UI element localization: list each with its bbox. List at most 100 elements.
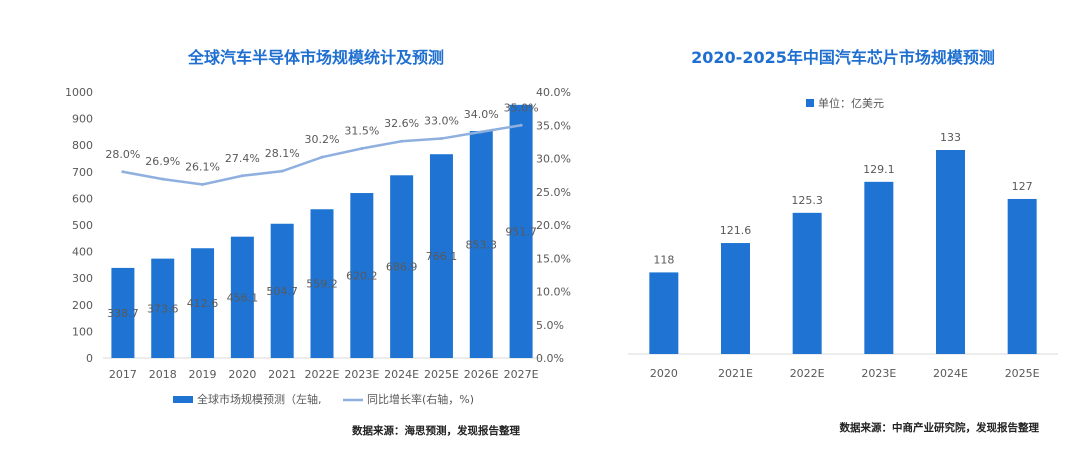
x-tick-label: 2021E xyxy=(718,367,753,380)
left-y-tick-label: 900 xyxy=(72,113,93,126)
bar xyxy=(151,258,175,358)
x-tick-label: 2025E xyxy=(1005,367,1040,380)
x-tick-label: 2017 xyxy=(109,368,137,381)
left-chart: 全球汽车半导体市场规模统计及预测 0 100 200 300 400 500 600 700 8… xyxy=(65,48,571,437)
bar-value-label: 951.7 xyxy=(505,225,537,238)
left-line-layer xyxy=(121,123,523,186)
right-y-tick-label: 30.0% xyxy=(536,153,571,166)
left-y-tick-label: 300 xyxy=(72,272,93,285)
bar xyxy=(310,209,334,358)
x-tick-label: 2022E xyxy=(305,368,340,381)
left-chart-title: 全球汽车半导体市场规模统计及预测 xyxy=(187,48,444,67)
right-legend-label: 单位：亿美元 xyxy=(818,96,884,110)
line-point xyxy=(240,174,244,178)
bar-value-label: 559.2 xyxy=(306,278,338,291)
legend-label-line: 同比增长率(右轴，%) xyxy=(367,392,474,406)
bar-value-label: 620.2 xyxy=(346,270,378,283)
bar-value-label: 373.6 xyxy=(147,302,179,315)
right-source-note: 数据来源：中商产业研究院，发现报告整理 xyxy=(839,421,1040,434)
bar xyxy=(429,154,453,358)
bar-value-label: 125.3 xyxy=(791,194,823,207)
line-point xyxy=(360,147,364,151)
bar xyxy=(936,150,965,354)
left-labels-layer: 2017 338.7 2018 373.6 2019 412.6 2020 456.1 2021… xyxy=(105,101,538,381)
x-tick-label: 2024E xyxy=(384,368,419,381)
legend-swatch-bar xyxy=(173,396,193,403)
left-axis-layer: 0 100 200 300 400 500 600 700 800 900 1000 0.0% 5.0%… xyxy=(65,86,571,365)
bar xyxy=(721,243,750,354)
legend-label-bar: 全球市场规模预测（左轴, xyxy=(197,392,322,406)
line-value-label: 27.4% xyxy=(225,152,260,165)
bar-value-label: 133 xyxy=(940,131,961,144)
right-y-tick-label: 10.0% xyxy=(536,286,571,299)
right-y-tick-label: 20.0% xyxy=(536,219,571,232)
x-tick-label: 2025E xyxy=(424,368,459,381)
bar xyxy=(230,236,254,358)
line-point xyxy=(201,182,205,186)
bar-value-label: 456.1 xyxy=(227,291,259,304)
right-chart: 2020-2025年中国汽车芯片市场规模预测 单位：亿美元 118 2020 121… xyxy=(628,48,1058,434)
bar-value-label: 504.7 xyxy=(266,285,298,298)
line-value-label: 28.1% xyxy=(265,147,300,160)
bar-value-label: 686.9 xyxy=(386,261,418,274)
x-tick-label: 2020 xyxy=(650,367,678,380)
right-y-tick-label: 25.0% xyxy=(536,186,571,199)
right-y-tick-label: 0.0% xyxy=(536,352,564,365)
right-y-tick-label: 5.0% xyxy=(536,319,564,332)
line-point xyxy=(479,130,483,134)
left-y-tick-label: 200 xyxy=(72,299,93,312)
left-y-tick-label: 800 xyxy=(72,139,93,152)
bar xyxy=(191,248,215,358)
bar-value-label: 118 xyxy=(653,253,674,266)
x-tick-label: 2020 xyxy=(228,368,256,381)
left-y-tick-label: 1000 xyxy=(65,86,93,99)
line-value-label: 32.6% xyxy=(384,117,419,130)
x-tick-label: 2019 xyxy=(189,368,217,381)
bar xyxy=(509,104,533,358)
right-bars-layer: 118 2020 121.6 2021E 125.3 2022E 129.1 2023E 133… xyxy=(628,131,1058,380)
left-bars-layer xyxy=(111,104,533,358)
left-y-tick-label: 400 xyxy=(72,246,93,259)
right-y-tick-label: 15.0% xyxy=(536,252,571,265)
x-tick-label: 2023E xyxy=(861,367,896,380)
right-legend-swatch xyxy=(806,99,814,107)
line-value-label: 33.0% xyxy=(424,115,459,128)
right-chart-title: 2020-2025年中国汽车芯片市场规模预测 xyxy=(691,48,995,67)
line-value-label: 31.5% xyxy=(344,125,379,138)
bar xyxy=(350,193,374,358)
left-y-tick-label: 0 xyxy=(86,352,93,365)
x-tick-label: 2018 xyxy=(149,368,177,381)
line-value-label: 34.0% xyxy=(464,108,499,121)
line-value-label: 26.9% xyxy=(145,155,180,168)
line-point xyxy=(161,177,165,181)
x-tick-label: 2026E xyxy=(464,368,499,381)
line-point xyxy=(121,170,125,174)
x-tick-label: 2023E xyxy=(344,368,379,381)
right-y-tick-label: 40.0% xyxy=(536,86,571,99)
line-value-label: 30.2% xyxy=(305,133,340,146)
line-point xyxy=(400,139,404,143)
bar-value-label: 121.6 xyxy=(720,224,752,237)
line-value-label: 28.0% xyxy=(105,148,140,161)
line-point xyxy=(519,123,523,127)
x-tick-label: 2021 xyxy=(268,368,296,381)
left-y-tick-label: 500 xyxy=(72,219,93,232)
bar-value-label: 412.6 xyxy=(187,297,219,310)
bar xyxy=(390,175,414,358)
line-value-label: 26.1% xyxy=(185,160,220,173)
line-value-label: 35.0% xyxy=(504,101,539,114)
x-tick-label: 2024E xyxy=(933,367,968,380)
right-y-tick-label: 35.0% xyxy=(536,119,571,132)
left-y-tick-label: 700 xyxy=(72,166,93,179)
bar-value-label: 766.1 xyxy=(426,250,458,263)
line-point xyxy=(439,137,443,141)
bar-value-label: 129.1 xyxy=(863,163,895,176)
x-tick-label: 2027E xyxy=(504,368,539,381)
bar xyxy=(111,267,135,358)
bar-value-label: 338.7 xyxy=(107,307,139,320)
bar xyxy=(649,272,679,354)
bar xyxy=(270,223,294,358)
line-point xyxy=(320,155,324,159)
left-y-tick-label: 100 xyxy=(72,325,93,338)
